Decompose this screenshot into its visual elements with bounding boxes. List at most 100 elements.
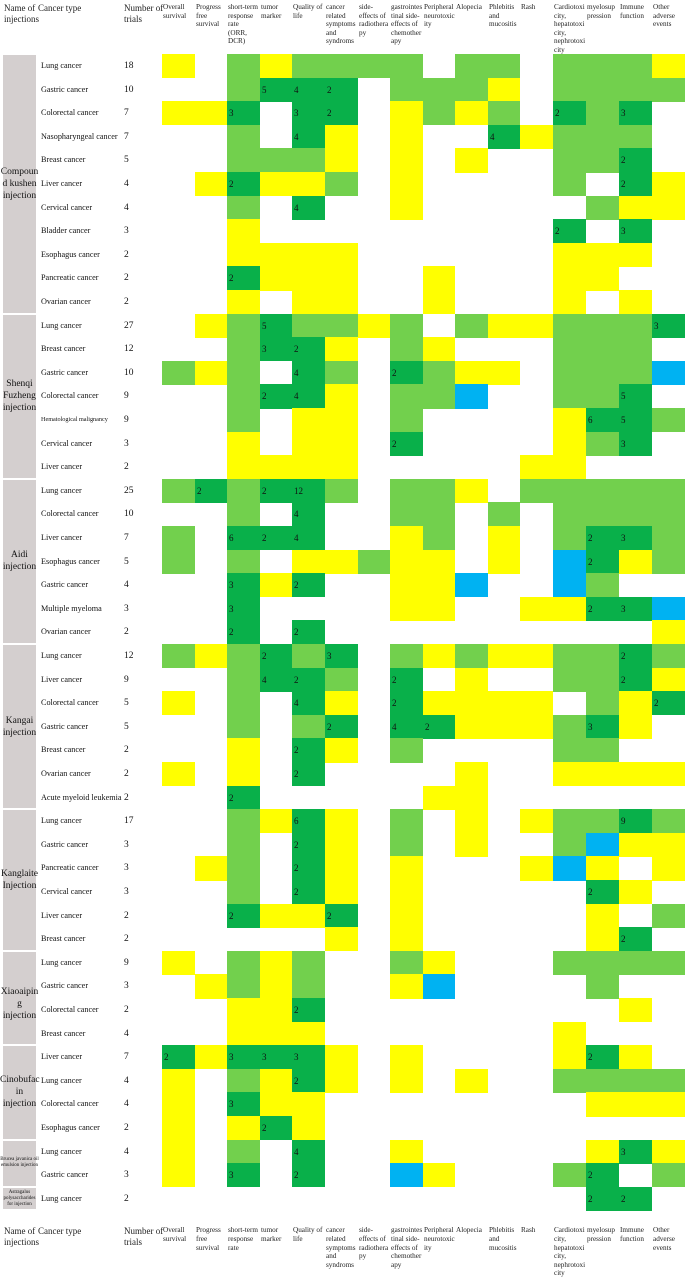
cell-value: 4 [294,202,299,213]
trial-count: 2 [124,462,129,473]
heat-cell [162,762,195,787]
cell-value: 4 [294,698,299,709]
header-line: tumor [261,1226,279,1235]
heat-cell [260,384,292,409]
heat-cell [553,573,586,598]
header-line: Rash [521,1226,536,1235]
header-line: chemother [391,1252,422,1261]
heat-cell [325,172,358,197]
heat-cell [652,549,685,574]
injection-name-line: g injection [2,999,37,1021]
injection-group-box [3,645,36,809]
heat-cell [227,880,260,905]
header-line: pression [587,11,611,20]
heat-cell [390,337,423,362]
injection-name-line: injection [2,1099,37,1110]
heat-cell [227,431,260,456]
header-line: side- [359,1226,373,1235]
trial-count: 2 [124,627,129,638]
heat-cell [586,1186,619,1211]
cancer-type: Gastric cancer [41,367,89,377]
header-line: Progress [196,1226,221,1235]
heat-cell [553,549,586,574]
heat-cell [553,148,586,173]
cancer-type: Lung cancer [41,816,82,826]
heat-cell [325,408,358,433]
heat-cell [292,526,325,551]
heat-cell [455,384,488,409]
heat-cell [652,1092,685,1117]
heat-cell [227,832,260,857]
heat-cell [325,714,358,739]
heat-cell [586,101,619,126]
heat-cell [423,549,455,574]
heat-cell [455,360,488,385]
header-line: Number of [124,1226,164,1237]
cell-value: 2 [294,887,299,897]
heat-cell [292,1163,325,1188]
trial-count: 10 [124,367,134,378]
heat-cell [390,596,423,621]
heat-cell [227,1045,260,1070]
heat-cell [553,502,586,527]
injection-group-box [3,1187,36,1210]
cell-value: 2 [588,533,593,543]
cancer-type: Lung cancer [41,320,82,330]
heat-cell [390,54,423,79]
heat-cell [520,856,553,881]
heat-cell [455,644,488,669]
heat-cell [455,54,488,79]
cell-value: 2 [294,344,299,355]
cancer-type: Liver cancer [41,179,83,188]
heat-cell [586,903,619,928]
cancer-type: Multiple myeloma [41,603,102,613]
heat-cell [586,1139,619,1164]
header-line: radiothera [359,20,389,29]
heat-cell [586,927,619,952]
header-line: survival [196,1243,220,1252]
injection-name-line: in [15,1087,24,1098]
heat-cell [390,360,423,385]
footer-header-col-15: Cardiotoxi city, hepatotoxi city, nephrotoxi… [554,1226,589,1278]
cell-value: 4 [262,674,267,685]
cancer-type: Lung cancer [41,485,82,495]
header-line: Name of [4,1226,36,1237]
header-line: pression [587,1234,611,1243]
header-line: neurotoxic [424,11,455,20]
heat-cell [292,148,325,173]
heat-cell [553,266,586,291]
heat-cell [619,313,652,338]
header-col-7: Quality of life [293,3,328,20]
heat-cell [292,1116,325,1141]
header-line: Other [653,1226,670,1235]
heat-cell [423,384,455,409]
header-line: tinal side- [391,11,420,20]
injection-name-line: injection [2,190,37,201]
heat-cell [553,313,586,338]
cancer-type: Cervical cancer [41,887,93,896]
cell-value: 2 [327,721,332,732]
heat-cell [325,691,358,716]
cancer-type: Acute myeloid leukemia [41,792,122,802]
heat-cell [390,1045,423,1070]
cancer-type: Cervical cancer [41,438,93,448]
header-line: mucositis [489,1243,517,1252]
heat-cell [325,266,358,291]
cell-value: 3 [621,603,626,614]
heat-cell [162,950,195,975]
cell-value: 2 [588,1170,593,1181]
trial-count: 25 [124,485,134,496]
header-line: free [196,1234,208,1243]
heat-cell [390,549,423,574]
heat-cell [619,431,652,456]
trial-count: 2 [124,910,129,921]
footer-header-col-12: Alopecia [456,1226,491,1235]
header-line: rate [228,1243,239,1252]
heat-cell [292,124,325,149]
heat-cell [195,974,227,999]
injection-name: Astragalus polysaccharides for injection [0,1190,39,1208]
heat-cell [390,714,423,739]
heat-cell [619,644,652,669]
heat-cell [195,360,227,385]
injection-group-box [3,55,36,313]
